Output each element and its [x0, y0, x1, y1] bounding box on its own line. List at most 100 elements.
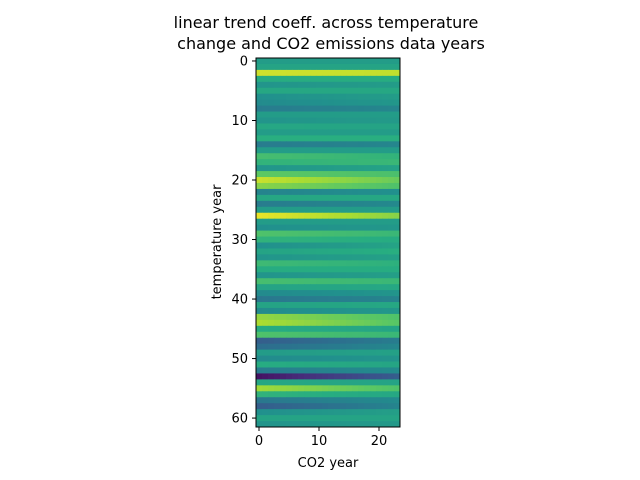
heatmap-cell [280, 194, 287, 202]
heatmap-cell [286, 415, 293, 422]
heatmap-cell [262, 87, 269, 95]
heatmap-cell [352, 290, 359, 297]
heatmap-cell [364, 99, 371, 107]
heatmap-cell [340, 302, 347, 309]
heatmap-cell [310, 135, 317, 142]
heatmap-cell [388, 385, 395, 392]
heatmap-cell [394, 397, 401, 404]
heatmap-cell [346, 177, 353, 184]
heatmap-cell [364, 117, 371, 124]
heatmap-cell [358, 63, 365, 71]
heatmap-cell [388, 75, 395, 83]
heatmap-cell [304, 266, 311, 273]
heatmap-cell [382, 278, 389, 285]
heatmap-cell [322, 397, 329, 404]
heatmap-cell [352, 159, 359, 166]
heatmap-cell [304, 415, 311, 422]
heatmap-cell [382, 272, 389, 279]
heatmap-cell [274, 117, 281, 124]
heatmap-cell [382, 188, 389, 196]
heatmap-cell [298, 236, 305, 243]
heatmap-cell [280, 105, 287, 112]
heatmap-cell [310, 278, 317, 285]
heatmap-cell [346, 325, 353, 333]
heatmap-cell [304, 224, 311, 231]
heatmap-cell [334, 272, 341, 279]
heatmap-cell [310, 117, 317, 124]
heatmap-cell [322, 182, 329, 190]
heatmap-cell [280, 296, 287, 303]
heatmap-cell [370, 242, 377, 249]
heatmap-cell [274, 87, 281, 95]
heatmap-cell [274, 165, 281, 172]
heatmap-cell [382, 284, 389, 291]
heatmap-cell [388, 379, 395, 386]
heatmap-cell [304, 141, 311, 148]
heatmap-cell [328, 409, 335, 416]
heatmap-cell [280, 188, 287, 196]
heatmap-cell [358, 284, 365, 291]
heatmap-cell [262, 313, 269, 321]
heatmap-cell [364, 153, 371, 160]
heatmap-cell [316, 284, 323, 291]
heatmap-cell [370, 355, 377, 362]
heatmap-cell [292, 337, 299, 345]
heatmap-cell [310, 421, 317, 428]
heatmap-cell [352, 409, 359, 416]
heatmap-cell [370, 129, 377, 136]
heatmap-cell [310, 373, 317, 380]
heatmap-cell [262, 307, 269, 315]
heatmap-cell [364, 206, 371, 214]
heatmap-cell [292, 212, 299, 220]
heatmap-cell [328, 99, 335, 107]
heatmap-cell [394, 278, 401, 285]
heatmap-cell [316, 248, 323, 255]
heatmap-cell [298, 177, 305, 184]
heatmap-cell [286, 272, 293, 279]
heatmap-cell [388, 200, 395, 208]
heatmap-cell [346, 99, 353, 107]
heatmap-cell [352, 367, 359, 374]
heatmap-cell [328, 63, 335, 71]
heatmap-cell [328, 165, 335, 172]
heatmap-cell [376, 159, 383, 166]
heatmap-cell [292, 349, 299, 356]
heatmap-cell [304, 379, 311, 386]
heatmap-cell [304, 135, 311, 142]
heatmap-cell [352, 141, 359, 148]
heatmap-cell [304, 159, 311, 166]
heatmap-cell [274, 182, 281, 190]
heatmap-cell [304, 200, 311, 208]
heatmap-cell [268, 129, 275, 136]
heatmap-cell [370, 254, 377, 261]
heatmap-cell [304, 260, 311, 267]
heatmap-cell [268, 224, 275, 231]
heatmap-cell [304, 194, 311, 202]
heatmap-cell [316, 331, 323, 339]
heatmap-cell [304, 165, 311, 172]
heatmap-cell [304, 153, 311, 160]
heatmap-cell [352, 218, 359, 226]
heatmap-cell [340, 307, 347, 315]
heatmap-cell [310, 147, 317, 154]
heatmap-cell [256, 171, 263, 178]
heatmap-cell [364, 165, 371, 172]
heatmap-cell [262, 147, 269, 154]
heatmap-cell [352, 105, 359, 112]
heatmap-cell [382, 69, 389, 77]
plot-frame [255, 57, 401, 428]
heatmap-cell [364, 421, 371, 428]
heatmap-cell [262, 284, 269, 291]
heatmap-cell [262, 111, 269, 118]
heatmap-cell [262, 290, 269, 297]
heatmap-cell [256, 355, 263, 362]
heatmap-cell [268, 105, 275, 112]
heatmap-cell [280, 159, 287, 166]
heatmap-cell [268, 248, 275, 255]
heatmap-cell [298, 123, 305, 130]
heatmap-cell [316, 266, 323, 273]
heatmap-cell [328, 278, 335, 285]
heatmap-cell [340, 177, 347, 184]
heatmap-cell [382, 87, 389, 95]
